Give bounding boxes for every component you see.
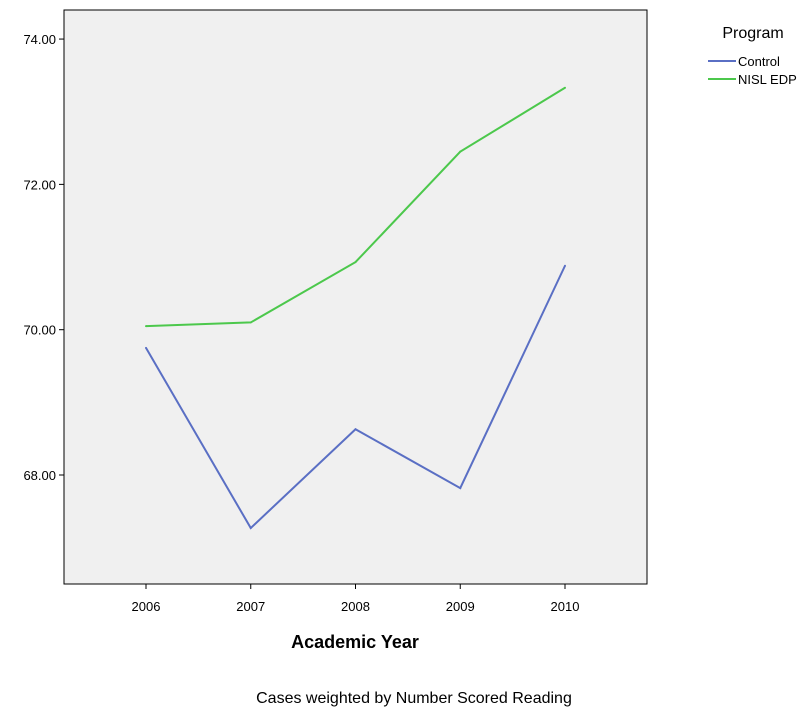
- data-point: [459, 150, 462, 153]
- x-tick-label: 2006: [132, 599, 161, 614]
- legend-label: Control: [738, 54, 780, 69]
- legend-title: Program: [722, 25, 783, 42]
- legend: Program Control NISL EDP: [708, 25, 797, 87]
- x-tick-label: 2008: [341, 599, 370, 614]
- x-tick-label: 2010: [551, 599, 580, 614]
- data-point: [145, 346, 147, 349]
- series-lines: [145, 86, 566, 530]
- data-point: [354, 428, 357, 431]
- x-tick-label: 2007: [236, 599, 265, 614]
- footnote: Cases weighted by Number Scored Reading: [256, 690, 572, 707]
- legend-label: NISL EDP: [738, 72, 797, 87]
- data-point: [145, 325, 147, 328]
- data-point: [354, 261, 357, 264]
- data-point: [249, 527, 252, 530]
- y-tick-label: 74.00: [23, 32, 56, 47]
- y-axis: 68.00 70.00 72.00 74.00: [23, 32, 64, 483]
- data-point: [249, 321, 252, 324]
- y-tick-label: 70.00: [23, 323, 56, 338]
- x-axis-title: Academic Year: [291, 632, 419, 652]
- data-point: [564, 86, 566, 89]
- data-point: [459, 487, 462, 490]
- plot-area: [63, 9, 648, 585]
- data-point: [564, 264, 566, 267]
- x-axis: 2006 2007 2008 2009 2010: [132, 584, 580, 614]
- x-tick-label: 2009: [446, 599, 475, 614]
- y-tick-label: 72.00: [23, 177, 56, 192]
- y-tick-label: 68.00: [23, 468, 56, 483]
